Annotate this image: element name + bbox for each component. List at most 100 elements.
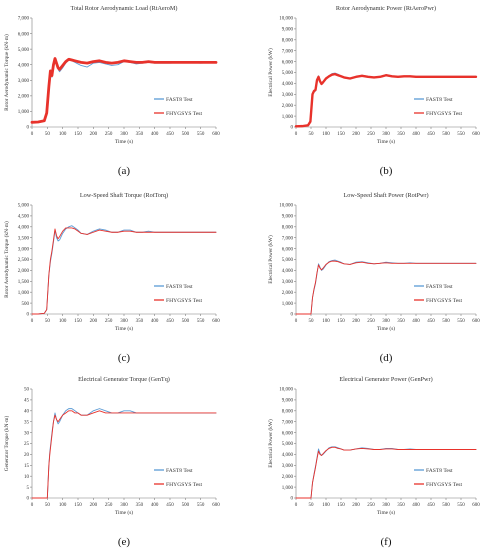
y-tick-label: 3,000 — [18, 247, 30, 252]
chart-panel: Electrical Generator Torque (GenTq)0 50 10… — [3, 376, 220, 548]
y-tick-label: 50 — [24, 388, 30, 393]
x-axis-label: Time (s) — [377, 509, 395, 516]
x-tick-label: 50 — [309, 132, 315, 137]
x-axis-label: Time (s) — [115, 325, 133, 332]
legend-label: FAST8 Test — [426, 468, 453, 474]
legend-label: FAST8 Test — [166, 97, 193, 103]
y-tick-label: 20 — [24, 453, 30, 458]
legend-label: FHYGSYS Test — [426, 482, 462, 488]
x-tick-label: 50 — [309, 319, 315, 324]
y-tick-label: 4,000 — [282, 453, 294, 458]
x-tick-label: 350 — [136, 319, 144, 324]
x-tick-label: 350 — [136, 132, 144, 137]
y-axis-label: Generator Torque (kN·m) — [3, 416, 10, 472]
chart-panel: Low-Speed Shaft Power (RotPwr) 0 50 100 150 2… — [267, 192, 480, 364]
x-axis-label: Time (s) — [115, 138, 133, 145]
y-tick-label: 4,000 — [18, 63, 30, 68]
x-tick-label: 0 — [295, 503, 298, 508]
x-tick-label: 0 — [31, 503, 34, 508]
x-tick-label: 550 — [197, 319, 205, 324]
legend-label: FHYGSYS Test — [426, 111, 462, 117]
x-tick-label: 400 — [151, 503, 159, 508]
y-axis-label: Rotor Aerodynamic Torque (kN·m) — [3, 34, 10, 111]
series-line-fhygsys — [295, 446, 477, 499]
legend-label: FHYGSYS Test — [166, 298, 202, 304]
y-tick-label: 40 — [24, 410, 30, 415]
chart-panel: Low-Speed Shaft Torque (RotTorq) 0 50 100 15… — [3, 192, 220, 364]
y-axis-label: Electrical Power (kW) — [267, 419, 274, 468]
x-tick-label: 300 — [120, 503, 128, 508]
x-tick-label: 450 — [427, 503, 435, 508]
x-tick-label: 250 — [367, 132, 375, 137]
x-tick-label: 500 — [442, 319, 450, 324]
y-tick-label: 1,000 — [18, 291, 30, 296]
x-tick-label: 250 — [105, 503, 113, 508]
x-tick-label: 500 — [442, 503, 450, 508]
x-tick-label: 400 — [412, 503, 420, 508]
y-tick-label: 9,000 — [282, 28, 294, 33]
x-tick-label: 0 — [31, 132, 34, 137]
x-tick-label: 500 — [182, 132, 190, 137]
x-tick-label: 350 — [397, 132, 405, 137]
y-tick-label: 1,000 — [282, 302, 294, 307]
x-tick-label: 300 — [382, 132, 390, 137]
series-line-fhygsys — [31, 227, 217, 315]
x-tick-label: 600 — [472, 503, 480, 508]
y-tick-label: 500 — [22, 302, 30, 307]
y-tick-label: 25 — [24, 442, 30, 447]
legend-label: FAST8 Test — [426, 284, 453, 290]
x-tick-label: 600 — [472, 319, 480, 324]
y-tick-label: 9,000 — [282, 215, 294, 220]
x-tick-label: 150 — [337, 132, 345, 137]
x-tick-label: 600 — [472, 132, 480, 137]
x-tick-label: 250 — [367, 503, 375, 508]
x-tick-label: 0 — [295, 132, 298, 137]
y-tick-label: 8,000 — [282, 226, 294, 231]
series-line-fhygsys — [31, 410, 217, 499]
x-tick-label: 100 — [59, 132, 67, 137]
x-tick-label: 250 — [105, 319, 113, 324]
x-tick-label: 450 — [427, 319, 435, 324]
x-tick-label: 550 — [197, 132, 205, 137]
x-tick-label: 350 — [397, 319, 405, 324]
x-tick-label: 0 — [31, 319, 34, 324]
x-tick-label: 100 — [322, 319, 330, 324]
x-axis-label: Time (s) — [115, 509, 133, 516]
x-tick-label: 600 — [212, 503, 220, 508]
y-tick-label: 2,000 — [18, 269, 30, 274]
legend-label: FHYGSYS Test — [166, 111, 202, 117]
x-tick-label: 250 — [105, 132, 113, 137]
y-tick-label: 5,000 — [282, 258, 294, 263]
y-tick-label: 2,000 — [282, 475, 294, 480]
panel-label: (f) — [381, 536, 392, 548]
x-tick-label: 500 — [182, 503, 190, 508]
x-tick-label: 150 — [74, 319, 82, 324]
y-tick-label: 4,000 — [18, 226, 30, 231]
x-tick-label: 200 — [90, 319, 98, 324]
x-tick-label: 100 — [59, 503, 67, 508]
y-tick-label: 1,500 — [18, 280, 30, 285]
y-tick-label: 3,000 — [282, 93, 294, 98]
legend-label: FHYGSYS Test — [166, 482, 202, 488]
y-tick-label: 6,000 — [282, 60, 294, 65]
y-tick-label: 5,000 — [18, 204, 30, 209]
y-tick-label: 5 — [27, 486, 30, 491]
panel-label: (a) — [118, 165, 131, 177]
x-tick-label: 200 — [352, 503, 360, 508]
y-axis-label: Rotor Aerodynamic Torque (kN·m) — [3, 221, 10, 298]
x-tick-label: 300 — [382, 503, 390, 508]
y-tick-label: 2,000 — [282, 291, 294, 296]
x-tick-label: 50 — [309, 503, 315, 508]
chart-title: Rotor Aerodynamic Power (RtAeroPwr) — [336, 5, 436, 12]
y-tick-label: 0 — [291, 126, 294, 131]
x-tick-label: 600 — [212, 132, 220, 137]
panel-label: (d) — [380, 352, 393, 364]
x-tick-label: 600 — [212, 319, 220, 324]
y-tick-label: 4,500 — [18, 215, 30, 220]
x-tick-label: 200 — [352, 132, 360, 137]
x-tick-label: 550 — [457, 319, 465, 324]
y-tick-label: 6,000 — [18, 32, 30, 37]
y-tick-label: 9,000 — [282, 399, 294, 404]
series-line-fhygsys — [30, 57, 218, 124]
